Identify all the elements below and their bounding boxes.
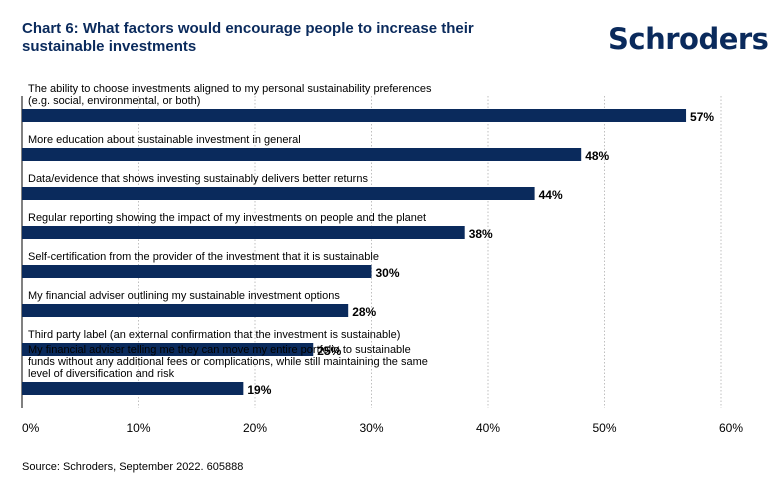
data-label: 44% xyxy=(539,188,563,202)
bar xyxy=(22,304,349,317)
category-label: Third party label (an external confirmat… xyxy=(28,329,400,341)
x-tick-label: 20% xyxy=(243,421,267,435)
bar xyxy=(22,148,582,161)
data-label: 19% xyxy=(247,383,271,397)
bar xyxy=(22,265,372,278)
data-label: 57% xyxy=(690,110,714,124)
chart-title: Chart 6: What factors would encourage pe… xyxy=(22,20,474,55)
category-label: Regular reporting showing the impact of … xyxy=(28,212,426,224)
bar xyxy=(22,187,535,200)
x-tick-label: 30% xyxy=(359,421,383,435)
data-label: 25% xyxy=(317,344,341,358)
data-label: 48% xyxy=(585,149,609,163)
data-label: 38% xyxy=(469,227,493,241)
bar xyxy=(22,343,314,356)
source-note: Source: Schroders, September 2022. 60588… xyxy=(22,461,244,473)
category-label: (e.g. social, environmental, or both) xyxy=(28,95,200,107)
data-label: 30% xyxy=(376,266,400,280)
bar xyxy=(22,109,687,122)
category-label: level of diversification and risk xyxy=(28,368,175,380)
category-label: My financial adviser outlining my sustai… xyxy=(28,290,340,302)
bar xyxy=(22,226,465,239)
category-label: funds without any additional fees or com… xyxy=(28,356,428,368)
x-tick-label: 60% xyxy=(719,421,743,435)
category-label: The ability to choose investments aligne… xyxy=(28,83,432,95)
bar xyxy=(22,382,244,395)
category-label: Data/evidence that shows investing susta… xyxy=(28,173,368,185)
x-tick-label: 10% xyxy=(126,421,150,435)
schroders-logo: Schroders xyxy=(608,22,769,56)
x-tick-label: 0% xyxy=(22,421,40,435)
x-tick-label: 50% xyxy=(592,421,616,435)
data-label: 28% xyxy=(352,305,376,319)
category-label: Self-certification from the provider of … xyxy=(28,251,379,263)
category-label: More education about sustainable investm… xyxy=(28,134,301,146)
category-label: My financial adviser telling me they can… xyxy=(28,344,411,356)
x-tick-label: 40% xyxy=(476,421,500,435)
